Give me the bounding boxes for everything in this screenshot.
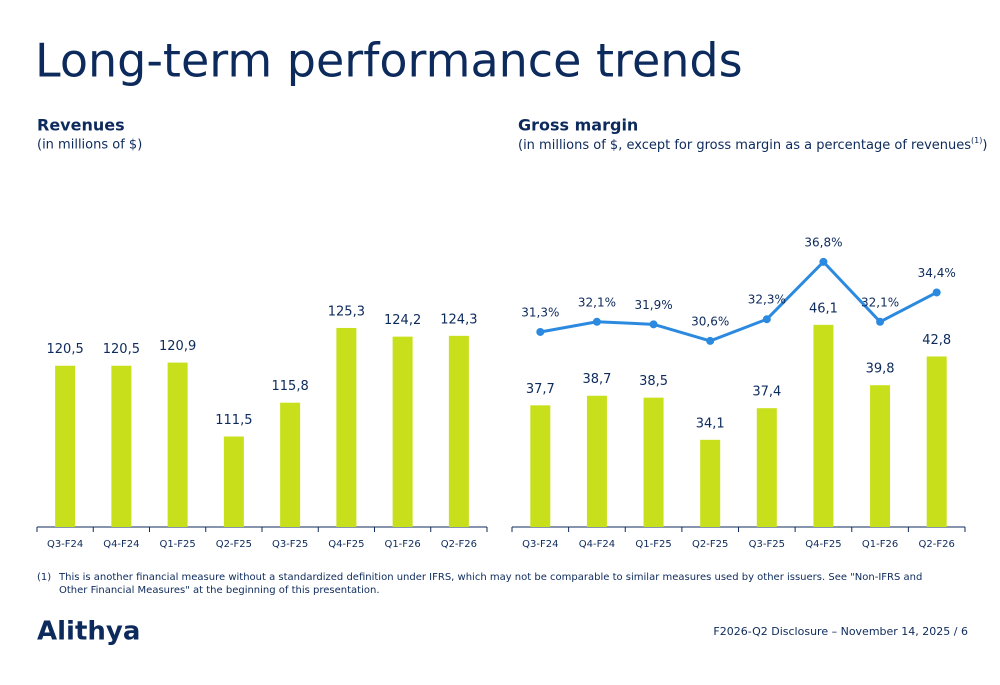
footer: F2026-Q2 Disclosure – November 14, 2025 …	[713, 625, 968, 638]
x-tick-label: Q2-F26	[441, 539, 477, 550]
bar	[111, 365, 132, 527]
bar	[756, 408, 777, 527]
x-tick-label: Q3-F25	[272, 539, 308, 550]
bar	[55, 365, 76, 527]
chart-subtitle: (in millions of $, except for gross marg…	[518, 136, 987, 153]
bar	[700, 439, 721, 527]
value-label: 32,1%	[578, 295, 616, 309]
chart-title: Revenues	[37, 116, 125, 135]
bar	[530, 405, 551, 527]
slide-title: Long-term performance trends	[35, 34, 743, 88]
line-point	[592, 317, 601, 326]
bar	[813, 324, 834, 527]
bar	[448, 335, 469, 527]
value-label: 31,3%	[521, 305, 559, 319]
value-label: 38,7	[582, 372, 611, 387]
x-tick-label: Q4-F25	[805, 539, 841, 550]
line-point	[932, 288, 941, 297]
x-tick-label: Q4-F24	[103, 539, 139, 550]
bar	[586, 395, 607, 527]
value-label: 46,1	[809, 301, 838, 316]
value-label: 120,5	[47, 342, 84, 357]
chart-subtitle: (in millions of $)	[37, 138, 142, 153]
subtitle-note: (1)	[971, 136, 982, 145]
bar	[336, 327, 357, 527]
x-tick-label: Q1-F26	[862, 539, 898, 550]
subtitle-text: )	[982, 138, 987, 153]
value-label: 124,2	[384, 313, 421, 328]
value-label: 30,6%	[691, 314, 729, 328]
value-label: 124,3	[440, 312, 477, 327]
x-tick-label: Q3-F25	[749, 539, 785, 550]
value-label: 38,5	[639, 374, 668, 389]
x-tick-label: Q2-F25	[216, 539, 252, 550]
line-point	[706, 336, 715, 345]
bar	[392, 336, 413, 527]
bar	[870, 385, 891, 527]
x-tick-label: Q4-F24	[579, 539, 615, 550]
value-label: 32,1%	[861, 295, 899, 309]
logo: Alithya	[37, 617, 140, 647]
value-label: 125,3	[328, 304, 365, 319]
value-label: 36,8%	[804, 235, 842, 249]
footnote-text: This is another financial measure withou…	[59, 572, 923, 596]
bar	[643, 397, 664, 527]
line-point	[819, 257, 828, 266]
value-label: 111,5	[215, 413, 252, 428]
value-label: 120,5	[103, 342, 140, 357]
value-label: 31,9%	[635, 298, 673, 312]
bar	[280, 402, 301, 527]
value-label: 42,8	[922, 333, 951, 348]
x-tick-label: Q4-F25	[328, 539, 364, 550]
line-point	[762, 315, 771, 324]
line-point	[536, 327, 545, 336]
footnote: (1) This is another financial measure wit…	[37, 571, 937, 597]
line-point	[876, 317, 885, 326]
value-label: 39,8	[866, 362, 895, 377]
value-label: 34,1	[696, 416, 725, 431]
chart-title: Gross margin	[518, 116, 638, 135]
value-label: 32,3%	[748, 293, 786, 307]
value-label: 37,4	[752, 385, 781, 400]
x-tick-label: Q1-F26	[384, 539, 420, 550]
value-label: 120,9	[159, 339, 196, 354]
footnote-marker: (1)	[37, 572, 52, 583]
bar	[223, 436, 244, 527]
value-label: 115,8	[272, 379, 309, 394]
bar	[167, 362, 188, 527]
subtitle-text: (in millions of $, except for gross marg…	[518, 138, 971, 153]
line	[540, 259, 938, 343]
value-label: 34,4%	[918, 266, 956, 280]
line-point	[649, 320, 658, 329]
value-label: 37,7	[526, 382, 555, 397]
x-tick-label: Q2-F25	[692, 539, 728, 550]
x-tick-label: Q1-F25	[635, 539, 671, 550]
x-tick-label: Q1-F25	[159, 539, 195, 550]
x-tick-label: Q2-F26	[919, 539, 955, 550]
x-tick-label: Q3-F24	[522, 539, 558, 550]
bar	[926, 356, 947, 527]
x-tick-label: Q3-F24	[47, 539, 83, 550]
